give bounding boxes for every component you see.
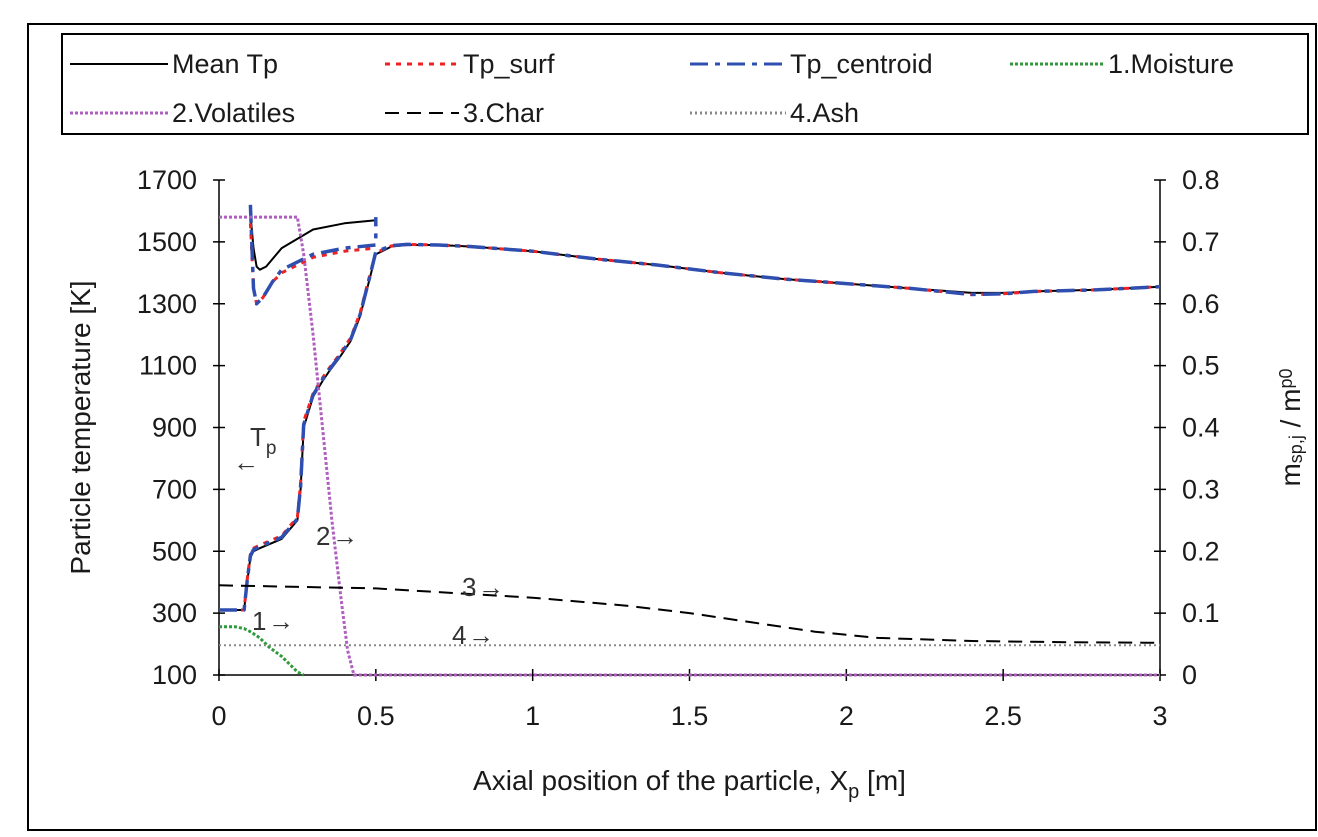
annotation-tp-arrow: ← [233,447,259,477]
series-line-tp-centroid [219,242,1161,612]
y-left-tick-label: 500 [152,536,197,566]
y-right-tick-label: 0.7 [1182,227,1220,257]
series-line-3-char [218,584,1161,644]
series-group [218,204,1161,677]
legend: Mean Tp Tp_surf Tp_centroid 1.Moisture 2.Vol… [70,49,1234,128]
y-axis-left-title: Particle temperature [K] [65,280,96,574]
y-left-tick-label: 100 [152,660,197,690]
legend-label-2-volatiles: 2.Volatiles [172,98,295,128]
legend-label-tp-surf: Tp_surf [463,49,555,79]
legend-label-tp-centroid: Tp_centroid [790,49,933,79]
series-line-mean-tp-branch [249,213,376,271]
annotation-label-3: 3 [462,572,476,602]
x-tick-label: 3 [1152,701,1167,731]
x-axis-title-sub: p [848,781,859,803]
y-left-tick-label: 1300 [137,289,197,319]
y-axis-right-title-sub1: sp,j [1286,435,1306,463]
x-tick-label: 2 [839,701,854,731]
annotation-tp-sub: p [266,438,277,459]
annotations: Tp←1 →2 →3 →4 → [233,422,504,650]
x-axis-title-unit: [m] [859,765,906,796]
legend-label-3-char: 3.Char [463,98,544,128]
series-line-2-volatiles [219,215,1160,677]
annotation-tp-main: T [250,422,266,452]
series-line-1-moisture [219,625,305,677]
series-line-mean-tp [219,244,1161,611]
axes: 0 0.5 1 1.5 2 2.5 3 100 300 500 700 900 1100 1300 1500… [65,165,1306,803]
y-right-tick-label: 0.3 [1182,474,1220,504]
y-axis-right-title-m2: m [1275,389,1306,412]
annotation-label-1: 1 [252,606,266,636]
annotation-label-4: 4 [452,620,466,650]
legend-label-mean-tp: Mean Tp [172,49,278,79]
series-line-tp-centroid-branch [248,204,378,306]
y-right-tick-label: 0.5 [1182,351,1220,381]
y-right-tick-label: 0.1 [1182,598,1220,628]
y-right-tick-label: 0.6 [1182,289,1220,319]
y-right-tick-label: 0.4 [1182,413,1220,443]
annotation-arrow-4: → [468,620,494,650]
annotation-label-2: 2 [316,521,330,551]
annotation-tp-label: Tp [250,422,276,459]
y-left-tick-label: 1700 [137,165,197,195]
annotation-arrow-1: → [268,606,294,636]
y-right-tick-label: 0.8 [1182,165,1220,195]
legend-label-4-ash: 4.Ash [790,98,859,128]
chart-border [27,23,1317,831]
legend-label-1-moisture: 1.Moisture [1108,49,1234,79]
x-tick-label: 2.5 [984,701,1022,731]
y-axis-right-title-slash: / [1275,412,1306,435]
annotation-arrow-3: → [478,572,504,602]
x-axis-title-main: Axial position of the particle, X [473,765,848,796]
x-axis-title: Axial position of the particle, Xp [m] [473,765,906,803]
legend-box [61,33,1309,135]
y-left-tick-label: 1500 [137,227,197,257]
y-axis-right-title-m1: m [1275,463,1306,486]
y-left-tick-label: 700 [152,474,197,504]
annotation-arrow-2: → [332,521,358,551]
y-right-tick-label: 0 [1182,660,1197,690]
y-right-tick-label: 0.2 [1182,536,1220,566]
x-tick-label: 0.5 [357,701,395,731]
x-tick-label: 1 [525,701,540,731]
y-axis-right-title: msp,j / mp0 [1275,368,1306,486]
y-left-tick-label: 300 [152,598,197,628]
y-axis-right-title-sub2: p0 [1276,368,1296,388]
x-tick-label: 0 [211,701,226,731]
series-line-tp-surf [219,242,1161,612]
x-tick-label: 1.5 [671,701,709,731]
y-left-tick-label: 900 [152,413,197,443]
y-left-tick-label: 1100 [139,351,197,381]
